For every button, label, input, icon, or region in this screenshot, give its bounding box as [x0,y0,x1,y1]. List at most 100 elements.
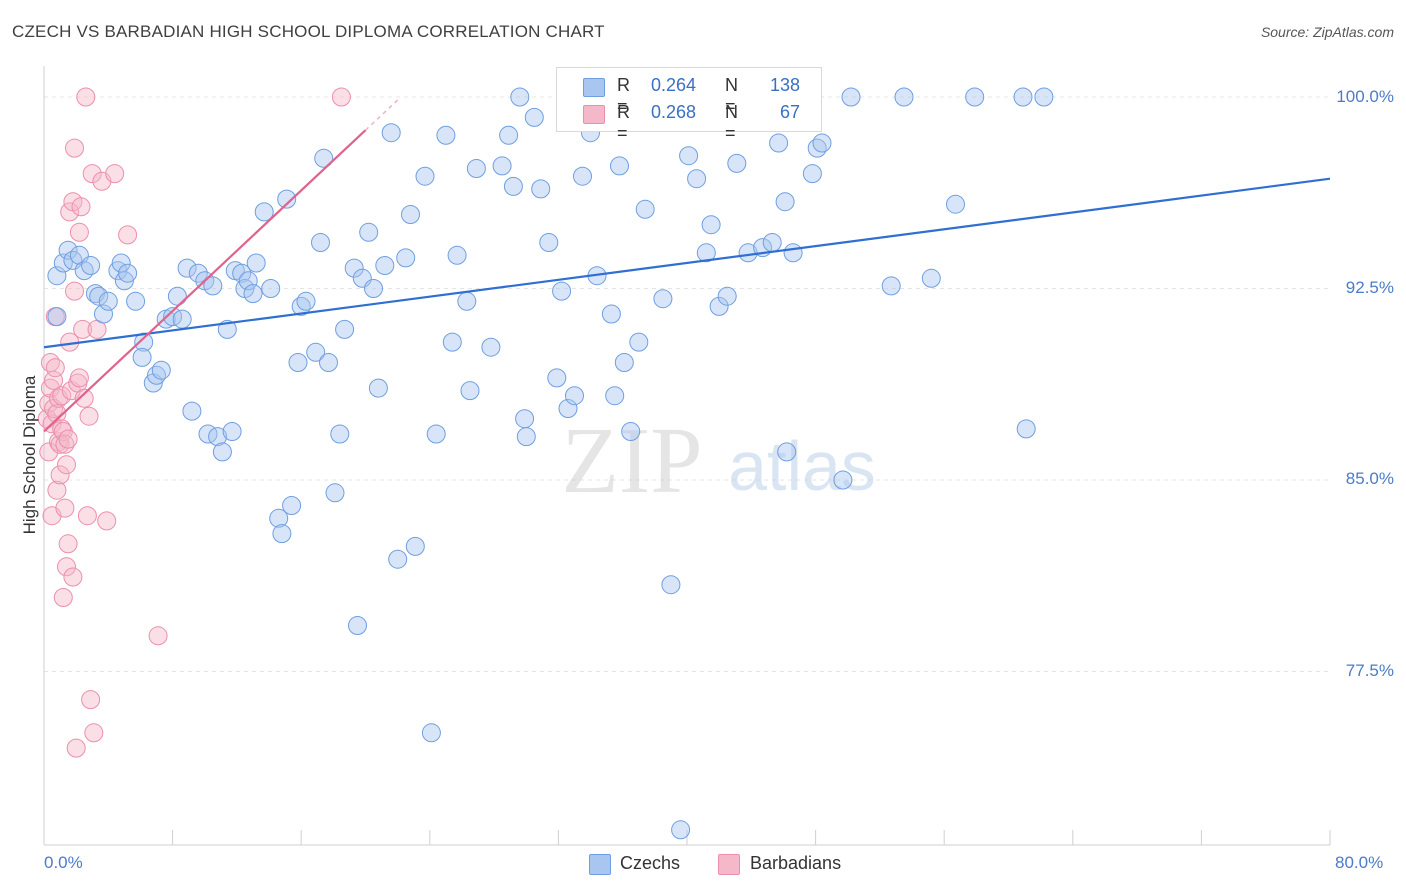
data-point [701,215,721,235]
r-label: R = [617,75,630,116]
watermark-zip: ZIP [562,409,703,513]
data-point [629,332,649,352]
data-point [661,575,681,595]
data-point [727,153,747,173]
n-label: N = [725,102,738,143]
y-tick-label: 100.0% [1336,87,1394,106]
data-point [348,616,367,635]
legend-barbadians-label: Barbadians [750,853,842,873]
barbadian-swatch-icon [718,854,740,875]
data-point [653,289,673,309]
data-point [881,276,901,296]
r-value: 0.268 [651,102,697,122]
axes [43,66,1331,846]
data-point [375,256,395,275]
data-point [47,307,67,327]
data-point [177,258,197,278]
data-point [388,549,408,569]
data-point [94,304,113,324]
data-point [319,353,338,372]
data-point [894,87,914,107]
data-point [79,406,99,426]
data-point [1013,87,1033,107]
data-point [52,386,72,406]
data-point [565,386,584,406]
series-legend: Czechs Barbadians [0,852,1406,878]
correlation-legend: R = 0.264 N = 138 R = 0.268 N = 67 [556,67,822,143]
data-point [442,332,462,352]
data-point [232,263,252,283]
data-point [331,87,351,107]
data-point [58,429,78,449]
data-point [359,222,379,242]
data-point [288,353,308,372]
data-point [405,536,425,556]
x-tick-label-min: 0.0% [44,853,83,872]
data-point [696,243,716,263]
data-point [47,480,67,500]
data-point [261,279,281,298]
grid-lines [44,96,1330,672]
data-point [66,738,86,758]
data-point [783,243,803,263]
data-point [243,284,263,304]
data-point [47,266,67,286]
data-point [63,567,83,587]
data-point [460,381,480,401]
czech-points [47,87,1054,840]
y-axis-label: High School Diploma [20,375,39,535]
data-point [238,271,258,291]
data-point [69,368,89,388]
data-point [499,125,519,145]
data-point [466,159,486,178]
data-point [57,557,76,577]
data-point [246,253,266,273]
data-point [1034,87,1054,107]
data-point [709,296,729,316]
data-point [81,256,101,275]
data-point [687,169,707,189]
watermark-atlas: atlas [728,427,876,505]
data-point [635,199,655,219]
data-point [621,422,641,441]
data-point [71,197,91,217]
data-point [503,176,523,196]
data-point [76,87,96,107]
data-point [401,205,420,224]
data-point [89,286,109,306]
n-label: N = [725,75,738,116]
y-tick-label: 77.5% [1345,661,1394,680]
data-point [481,337,501,357]
source-label: Source: ZipAtlas.com [1260,24,1394,40]
data-point [148,626,168,646]
barbadian-trend-line [43,129,367,433]
data-point [126,291,146,311]
data-point [381,123,401,143]
data-point [105,164,125,184]
data-point [921,268,941,288]
data-point [172,309,192,329]
chart-title: CZECH VS BARBADIAN HIGH SCHOOL DIPLOMA C… [12,22,605,41]
data-point [57,455,76,475]
data-point [47,404,67,424]
data-point [53,588,73,607]
data-point [769,133,789,153]
data-point [82,164,102,184]
data-point [222,422,242,441]
data-point [84,723,104,743]
data-point [151,360,171,380]
data-point [364,279,383,298]
data-point [717,286,737,306]
data-point [97,511,117,531]
data-point [547,368,567,388]
data-point [118,263,138,283]
data-point [515,409,535,429]
data-point [40,378,60,398]
data-point [58,240,78,260]
data-point [81,690,101,710]
watermark: ZIP atlas [562,409,876,513]
data-point [65,281,84,301]
data-point [203,276,223,296]
y-tick-label: 92.5% [1345,278,1394,297]
data-point [436,125,456,145]
